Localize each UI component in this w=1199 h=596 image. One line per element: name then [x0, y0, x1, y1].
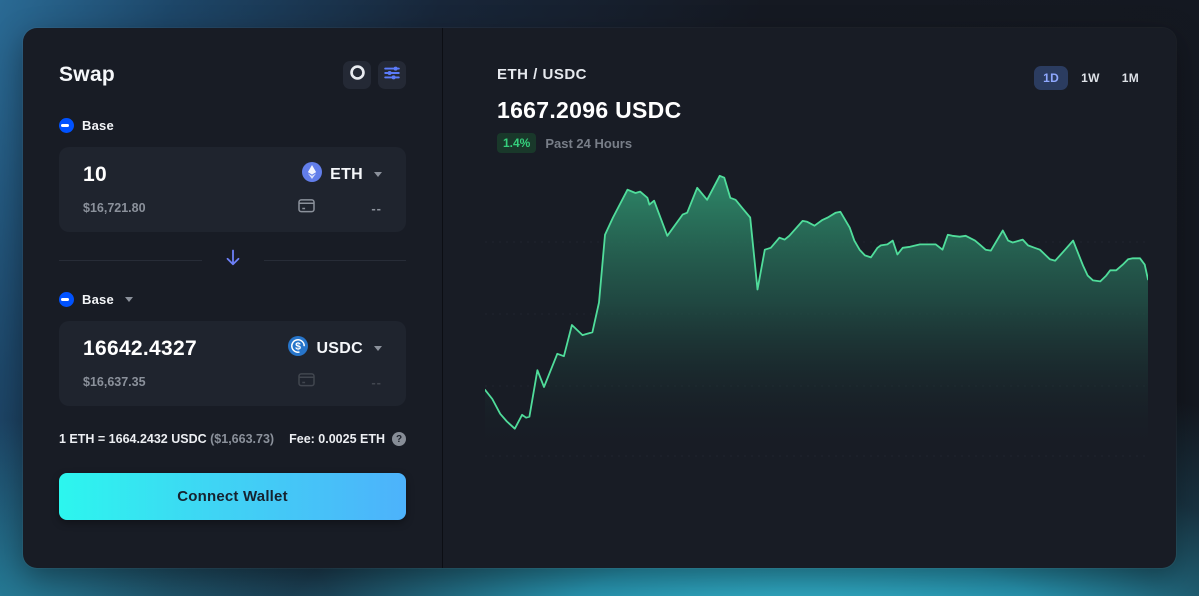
change-badge: 1.4%	[497, 133, 537, 153]
fee-info: Fee: 0.0025 ETH ?	[289, 432, 406, 446]
chart-price-line	[485, 174, 1148, 430]
chevron-down-icon	[374, 172, 382, 177]
divider-line	[59, 259, 202, 261]
to-network-selector[interactable]: Base	[59, 288, 406, 311]
fee-text: Fee: 0.0025 ETH	[289, 432, 385, 446]
chart-area-fill	[485, 175, 1148, 458]
arrow-down-icon[interactable]	[224, 248, 242, 273]
svg-text:$: $	[296, 341, 302, 353]
to-token-card: 16642.4327 $ USDC $16,637.35	[59, 321, 406, 406]
range-button-1w[interactable]: 1W	[1081, 71, 1100, 85]
chevron-down-icon	[374, 346, 382, 351]
swap-toolbar	[343, 61, 406, 89]
range-buttons: 1D 1W 1M	[1034, 66, 1148, 90]
to-balance-value: --	[371, 374, 382, 390]
to-amount-input[interactable]: 16642.4327	[83, 336, 197, 360]
to-network-label: Base	[82, 292, 114, 307]
gas-status-button[interactable]	[343, 61, 371, 89]
price-chart[interactable]	[485, 170, 1148, 458]
rate-text: 1 ETH = 1664.2432 USDC	[59, 432, 207, 446]
settings-button[interactable]	[378, 61, 406, 89]
range-button-1d[interactable]: 1D	[1034, 66, 1069, 90]
to-fiat-value: $16,637.35	[83, 375, 146, 389]
from-network-label: Base	[82, 118, 114, 133]
from-balance-value: --	[371, 200, 382, 216]
swap-app-panel: Swap	[23, 28, 1176, 568]
divider-line	[263, 259, 406, 261]
wallet-icon	[298, 198, 316, 218]
wallet-icon	[298, 372, 316, 392]
change-period-label: Past 24 Hours	[545, 135, 633, 151]
chart-panel: ETH / USDC 1667.2096 USDC 1.4% Past 24 H…	[443, 28, 1176, 568]
from-network-selector[interactable]: Base	[59, 114, 406, 137]
chevron-down-icon	[124, 297, 133, 302]
from-fiat-value: $16,721.80	[83, 201, 146, 215]
connect-wallet-button[interactable]: Connect Wallet	[59, 473, 406, 520]
swap-header: Swap	[59, 60, 406, 90]
change-row: 1.4% Past 24 Hours	[497, 133, 681, 153]
from-token-label: ETH	[330, 165, 363, 183]
exchange-rate: 1 ETH = 1664.2432 USDC ($1,663.73)	[59, 432, 274, 446]
sliders-icon	[383, 64, 401, 87]
pair-title: ETH / USDC	[497, 66, 588, 83]
base-network-icon	[59, 118, 74, 133]
chart-title-block: ETH / USDC 1667.2096 USDC 1.4% Past 24 H…	[497, 66, 681, 153]
from-token-card: 10 ETH $16,721.80	[59, 147, 406, 232]
base-network-icon	[59, 292, 74, 307]
to-token-label: USDC	[316, 339, 363, 357]
from-balance-chip[interactable]: --	[298, 198, 382, 218]
swap-panel: Swap	[23, 28, 443, 568]
from-amount-input[interactable]: 10	[83, 162, 107, 186]
circle-icon	[349, 64, 366, 86]
swap-direction-divider	[59, 244, 406, 276]
to-token-selector[interactable]: $ USDC	[288, 336, 382, 361]
to-balance-chip[interactable]: --	[298, 372, 382, 392]
chart-header: ETH / USDC 1667.2096 USDC 1.4% Past 24 H…	[497, 66, 1148, 153]
rate-fiat-text: ($1,663.73)	[210, 432, 275, 446]
usdc-token-icon: $	[288, 336, 309, 361]
current-price: 1667.2096 USDC	[497, 97, 682, 123]
eth-token-icon	[302, 162, 323, 187]
from-token-selector[interactable]: ETH	[302, 162, 382, 187]
range-button-1m[interactable]: 1M	[1121, 71, 1139, 85]
help-icon[interactable]: ?	[392, 432, 406, 446]
swap-title: Swap	[59, 63, 116, 86]
rate-info-row: 1 ETH = 1664.2432 USDC ($1,663.73) Fee: …	[59, 432, 406, 446]
